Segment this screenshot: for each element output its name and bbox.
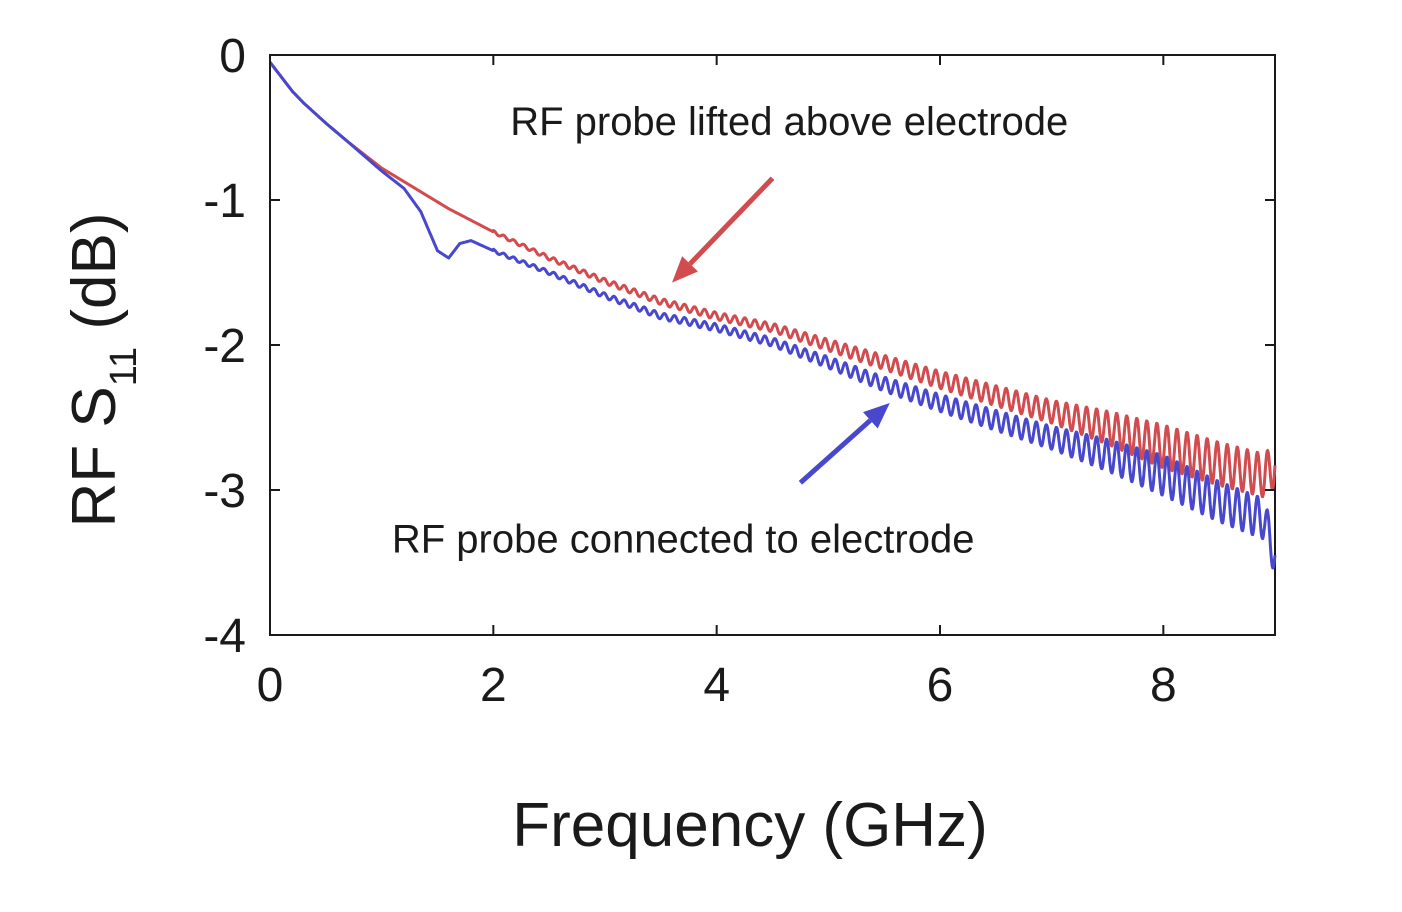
y-axis-title-main: RF S [60, 386, 129, 527]
tick-layer: 0 2 4 6 8 0 -1 -2 -3 -4 [203, 30, 1275, 712]
y-axis-title-unit: (dB) [60, 212, 129, 346]
x-tick-label: 8 [1150, 659, 1177, 712]
x-tick-label: 6 [927, 659, 954, 712]
arrowhead-lifted [672, 256, 698, 283]
y-axis-title: RF S11 (dB) [60, 212, 145, 527]
y-tick-label: -1 [203, 175, 246, 228]
annotation-layer: RF probe lifted above electrode RF probe … [392, 100, 1068, 562]
series-layer [268, 61, 1277, 570]
y-tick-label: -4 [203, 610, 246, 663]
y-tick-label: -3 [203, 465, 246, 518]
x-tick-label: 0 [257, 659, 284, 712]
arrow-lifted [688, 176, 775, 266]
arrow-connected [798, 418, 873, 485]
series-line-connected [268, 61, 1277, 570]
y-axis-title-subscript: 11 [103, 347, 145, 386]
x-axis-title: Frequency (GHz) [512, 791, 987, 860]
annotation-connected: RF probe connected to electrode [392, 517, 975, 561]
arrowhead-connected [863, 403, 890, 429]
y-tick-label: -2 [203, 320, 246, 373]
annotation-lifted: RF probe lifted above electrode [510, 100, 1068, 144]
y-tick-label: 0 [219, 30, 246, 83]
series-line-lifted [268, 61, 1277, 499]
x-tick-label: 4 [703, 659, 730, 712]
x-tick-label: 2 [480, 659, 507, 712]
